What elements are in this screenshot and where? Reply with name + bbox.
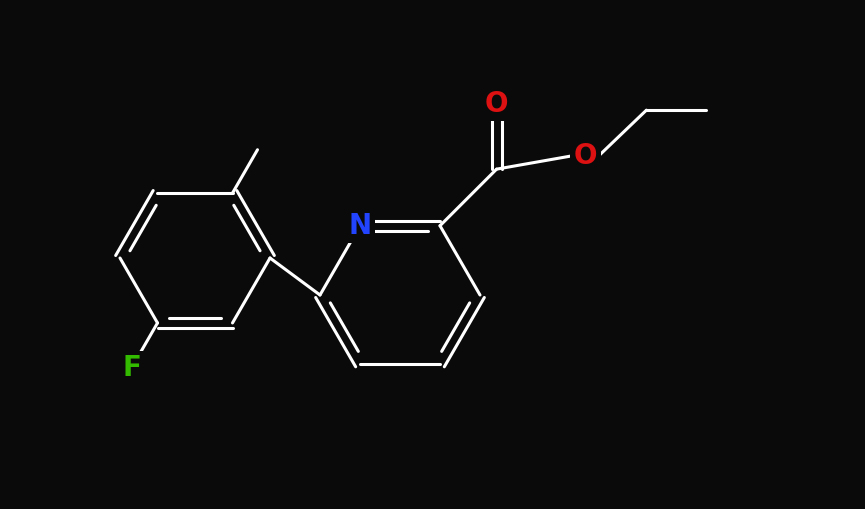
Text: O: O bbox=[484, 90, 509, 118]
Text: N: N bbox=[349, 212, 372, 240]
Text: F: F bbox=[122, 354, 141, 382]
Text: O: O bbox=[573, 142, 597, 170]
